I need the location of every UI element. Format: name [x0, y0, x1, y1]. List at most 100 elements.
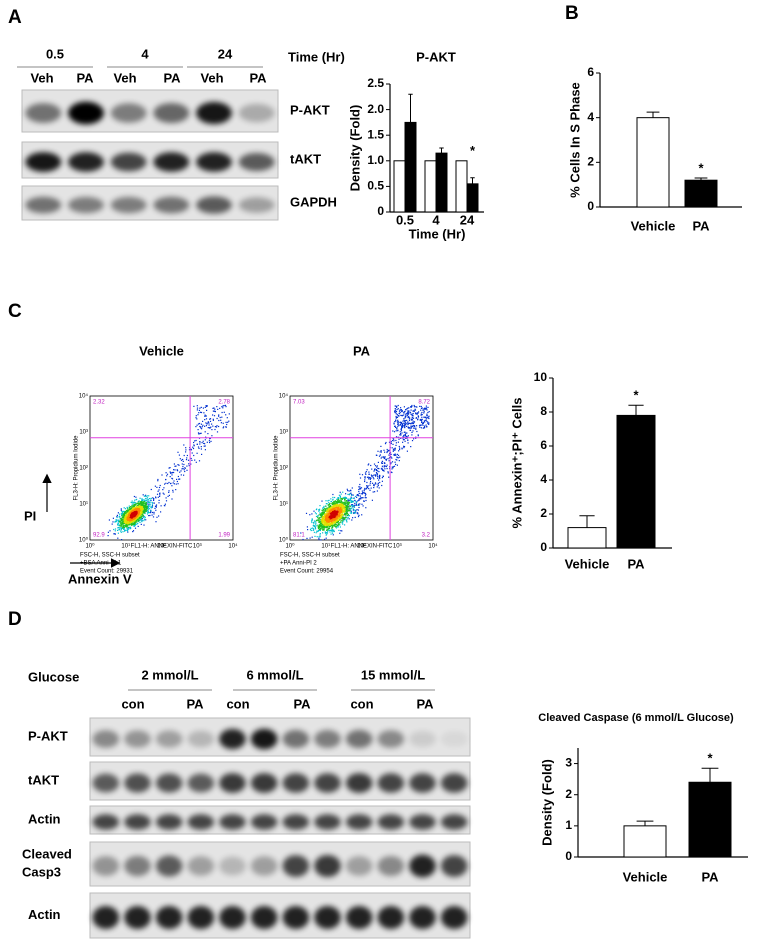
- flow-event: [378, 471, 379, 472]
- flow-event: [406, 413, 407, 414]
- flow-event: [398, 424, 399, 425]
- flow-event: [421, 415, 422, 416]
- flow-event: [226, 422, 227, 423]
- flow-event: [332, 529, 333, 530]
- flow-event: [317, 517, 318, 518]
- flow-event: [163, 487, 164, 488]
- blot-band: [378, 814, 405, 829]
- flow-event: [351, 519, 352, 520]
- flow-event: [133, 514, 134, 515]
- flow-event: [406, 432, 407, 433]
- y-axis-label: % Annexin⁺;PI⁺ Cells: [509, 398, 524, 529]
- flow-event: [322, 532, 323, 533]
- band-label: tAKT: [28, 772, 59, 787]
- flow-event: [353, 495, 354, 496]
- blot-band: [25, 152, 61, 172]
- flow-event: [320, 533, 321, 534]
- flow-event: [403, 439, 404, 440]
- flow-event: [387, 458, 388, 459]
- blot-band: [93, 906, 120, 929]
- flow-event: [313, 523, 314, 524]
- flow-event: [218, 420, 219, 421]
- flow-event: [165, 483, 166, 484]
- flow-event: [214, 415, 215, 416]
- flow-event: [338, 502, 339, 503]
- flow-event: [156, 507, 157, 508]
- x-tick-label: 10⁰: [85, 543, 95, 550]
- flow-event: [124, 530, 125, 531]
- blot-band: [188, 731, 215, 747]
- flow-event: [316, 513, 317, 514]
- flow-event: [149, 508, 150, 509]
- x-tick-label: Vehicle: [631, 218, 676, 233]
- flow-event: [392, 447, 393, 448]
- flow-event: [319, 509, 320, 510]
- flow-event: [156, 517, 157, 518]
- flow-event: [405, 441, 406, 442]
- flow-event: [414, 428, 415, 429]
- flow-event: [398, 439, 399, 440]
- flow-event: [384, 458, 385, 459]
- y-tick-label: 10: [534, 370, 548, 384]
- flow-event: [401, 432, 402, 433]
- flow-event: [344, 510, 345, 511]
- flow-event: [151, 489, 152, 490]
- y-tick-label: 10¹: [79, 502, 88, 508]
- flow-event: [351, 512, 352, 513]
- flow-event: [193, 448, 194, 449]
- blot-band: [156, 731, 183, 748]
- flow-event: [119, 529, 120, 530]
- flow-event: [397, 409, 398, 410]
- flow-event: [416, 407, 417, 408]
- flow-event: [377, 476, 378, 477]
- flow-event: [408, 407, 409, 408]
- flow-event: [328, 500, 329, 501]
- flow-event: [334, 497, 335, 498]
- flow-event: [168, 490, 169, 491]
- flow-event: [183, 444, 184, 445]
- flow-event: [398, 442, 399, 443]
- flow-event: [377, 474, 378, 475]
- flow-event: [188, 460, 189, 461]
- flow-event: [191, 458, 192, 459]
- flow-event: [108, 532, 109, 533]
- flow-event: [165, 504, 166, 505]
- flow-event: [167, 483, 168, 484]
- flow-event: [356, 509, 357, 510]
- blot-band: [283, 773, 310, 792]
- flow-event: [396, 436, 397, 437]
- lane-label: con: [350, 696, 373, 711]
- flow-event: [140, 498, 141, 499]
- flow-event: [398, 405, 399, 406]
- flow-event: [148, 495, 149, 496]
- blot-band: [378, 856, 405, 876]
- flow-event: [201, 412, 202, 413]
- flow-event: [108, 535, 109, 536]
- flow-event: [322, 529, 323, 530]
- flow-event: [427, 412, 428, 413]
- flow-event: [157, 480, 158, 481]
- flow-event: [368, 472, 369, 473]
- flow-event: [143, 525, 144, 526]
- flow-event: [320, 539, 321, 540]
- flow-event: [412, 414, 413, 415]
- flow-event: [376, 473, 377, 474]
- blot-band: [93, 856, 120, 876]
- band-label: P-AKT: [290, 102, 330, 117]
- flow-event: [381, 463, 382, 464]
- flow-event: [384, 463, 385, 464]
- flow-event: [336, 509, 337, 510]
- flow-event: [394, 431, 395, 432]
- flow-event: [125, 508, 126, 509]
- flow-event: [406, 420, 407, 421]
- flow-event: [173, 469, 174, 470]
- flow-event: [328, 530, 329, 531]
- blot-band: [251, 814, 278, 829]
- flow-event: [362, 491, 363, 492]
- flow-event: [347, 490, 348, 491]
- flow-event: [393, 440, 394, 441]
- flow-event: [206, 410, 207, 411]
- flow-event: [412, 440, 413, 441]
- flow-event: [197, 405, 198, 406]
- flow-event: [404, 426, 405, 427]
